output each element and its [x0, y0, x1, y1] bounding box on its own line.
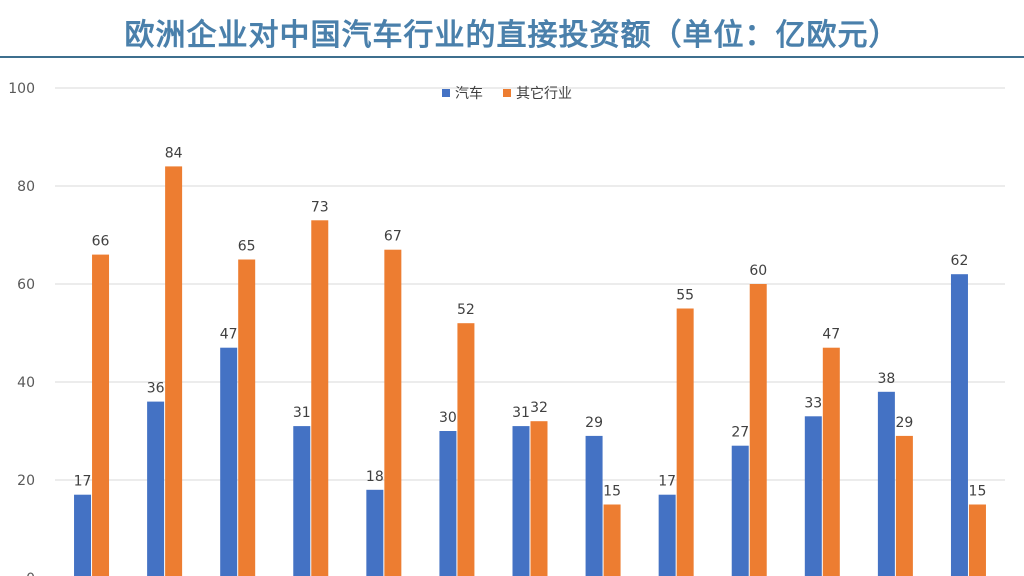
chart-title: 欧洲企业对中国汽车行业的直接投资额（单位：亿欧元）: [124, 18, 900, 53]
data-label: 15: [603, 484, 621, 500]
data-label: 55: [676, 288, 694, 304]
bar-auto: [804, 416, 822, 576]
data-label: 17: [74, 474, 92, 490]
bar-auto: [658, 494, 676, 576]
legend-swatch: [442, 89, 450, 97]
bar-other: [311, 220, 329, 576]
bar-auto: [950, 274, 968, 576]
bar-auto: [731, 445, 749, 576]
bar-other: [92, 254, 110, 576]
bar-other: [676, 308, 694, 576]
data-label: 62: [951, 253, 969, 269]
data-label: 36: [147, 381, 165, 397]
y-tick-label: 60: [17, 277, 35, 293]
y-tick-label: 80: [17, 179, 35, 195]
bar-auto: [512, 426, 530, 576]
data-label: 31: [293, 405, 311, 421]
y-tick-label: 100: [8, 81, 35, 97]
bar-other: [530, 421, 548, 576]
data-label: 15: [969, 484, 987, 500]
data-label: 60: [749, 263, 767, 279]
data-label: 73: [311, 199, 329, 215]
y-tick-label: 20: [17, 473, 35, 489]
data-label: 18: [366, 469, 384, 485]
y-tick-label: 40: [17, 375, 35, 391]
data-label: 66: [92, 234, 110, 250]
data-label: 29: [585, 415, 603, 431]
legend-label: 汽车: [455, 85, 483, 102]
legend-label: 其它行业: [516, 85, 572, 102]
bar-other: [238, 259, 256, 576]
bar-other: [968, 504, 986, 576]
data-label: 31: [512, 405, 530, 421]
data-label: 67: [384, 229, 402, 245]
data-label: 84: [165, 145, 183, 161]
bar-auto: [74, 494, 92, 576]
data-label: 30: [439, 410, 457, 426]
data-label: 29: [895, 415, 913, 431]
bar-other: [165, 166, 183, 576]
bar-auto: [220, 347, 238, 576]
data-label: 47: [220, 327, 238, 343]
bar-other: [603, 504, 621, 576]
data-label: 65: [238, 239, 256, 255]
data-label: 38: [877, 371, 895, 387]
y-tick-label: 0: [26, 571, 35, 576]
bar-auto: [147, 401, 165, 576]
bar-other: [384, 249, 402, 576]
title-divider: [0, 56, 1024, 58]
data-label: 33: [804, 395, 822, 411]
bar-auto: [293, 426, 311, 576]
bar-other: [895, 435, 913, 576]
bar-other: [822, 347, 840, 576]
data-label: 47: [822, 327, 840, 343]
bar-auto: [439, 431, 457, 576]
data-label: 52: [457, 302, 475, 318]
bar-other: [749, 284, 767, 576]
data-label: 32: [530, 400, 548, 416]
bar-other: [457, 323, 475, 576]
legend-swatch: [503, 89, 511, 97]
bar-auto: [877, 391, 895, 576]
bar-auto: [585, 435, 603, 576]
data-label: 17: [658, 474, 676, 490]
bar-auto: [366, 489, 384, 576]
data-label: 27: [731, 425, 749, 441]
